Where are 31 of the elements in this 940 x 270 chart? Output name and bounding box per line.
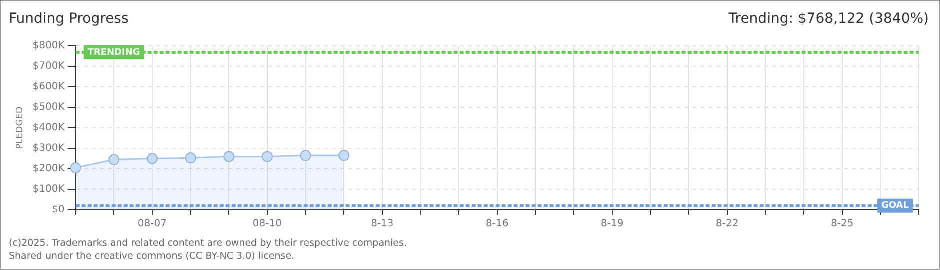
x-tick-label: 8-19 <box>601 218 624 230</box>
y-axis-title: PLEDGED <box>16 106 26 150</box>
y-tick-label: $200K <box>32 164 66 175</box>
y-tick-label: $300K <box>32 143 66 154</box>
ref-line-label: TRENDING <box>88 48 140 58</box>
x-tick-label: 08-07 <box>138 218 167 230</box>
y-tick-label: $800K <box>32 40 66 52</box>
point <box>338 150 350 162</box>
chart-title: Funding Progress <box>9 11 129 27</box>
point <box>146 153 158 164</box>
text: Shared under the creative commons (CC BY-NC 3.0) license. <box>9 250 296 263</box>
x-tick-label: 8-22 <box>716 218 739 230</box>
y-tick-label: $700K <box>32 61 66 72</box>
text: (c)2025. Trademarks and related content are owned by their respective companies. <box>9 237 407 250</box>
point <box>185 152 196 164</box>
y-tick-label: $0 <box>52 204 65 216</box>
point <box>224 151 235 162</box>
x-tick-label: 8-13 <box>371 218 394 230</box>
x-tick-label: 08-10 <box>252 218 282 230</box>
point <box>70 162 82 174</box>
y-tick-label: $400K <box>32 122 66 134</box>
ref-line-label: GOAL <box>882 201 910 212</box>
y-tick-label: $600K <box>32 82 66 93</box>
y-tick-label: $100K <box>32 184 66 196</box>
point <box>262 151 273 162</box>
y-tick-label: $500K <box>32 102 66 114</box>
point <box>108 154 120 166</box>
x-tick-label: 8-25 <box>830 218 854 230</box>
x-tick-label: 8-16 <box>486 218 509 230</box>
chart-subtitle: Trending: $768,122 (3840%) <box>728 11 929 27</box>
point <box>300 150 312 162</box>
